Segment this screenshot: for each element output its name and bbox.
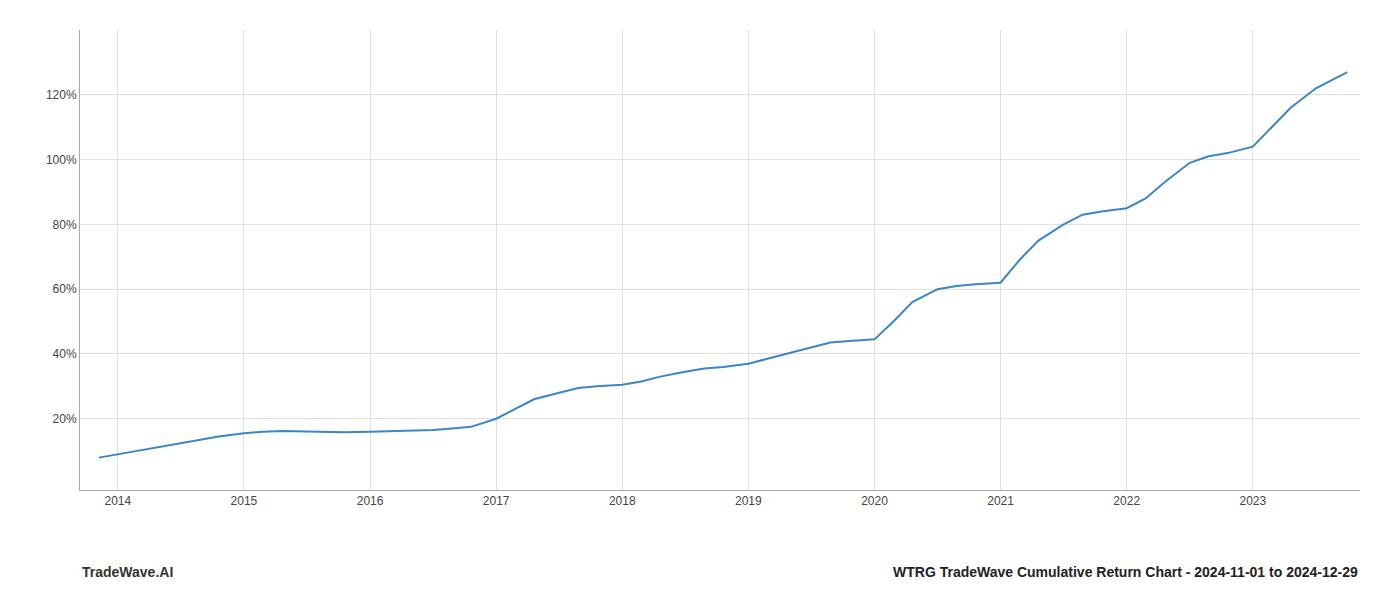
svg-text:2021: 2021 xyxy=(987,494,1014,508)
svg-text:80%: 80% xyxy=(53,218,77,232)
svg-text:2015: 2015 xyxy=(231,494,258,508)
svg-text:WTRG TradeWave Cumulative Retu: WTRG TradeWave Cumulative Return Chart -… xyxy=(893,564,1358,580)
svg-text:2019: 2019 xyxy=(735,494,762,508)
svg-text:2023: 2023 xyxy=(1239,494,1266,508)
svg-text:2016: 2016 xyxy=(357,494,384,508)
svg-text:2017: 2017 xyxy=(483,494,510,508)
svg-text:40%: 40% xyxy=(53,347,77,361)
svg-text:2020: 2020 xyxy=(861,494,888,508)
svg-text:2022: 2022 xyxy=(1113,494,1140,508)
svg-text:120%: 120% xyxy=(46,88,77,102)
svg-text:TradeWave.AI: TradeWave.AI xyxy=(82,564,173,580)
svg-text:60%: 60% xyxy=(53,282,77,296)
svg-text:100%: 100% xyxy=(46,153,77,167)
svg-text:20%: 20% xyxy=(53,412,77,426)
svg-text:2014: 2014 xyxy=(104,494,131,508)
svg-text:2018: 2018 xyxy=(609,494,636,508)
